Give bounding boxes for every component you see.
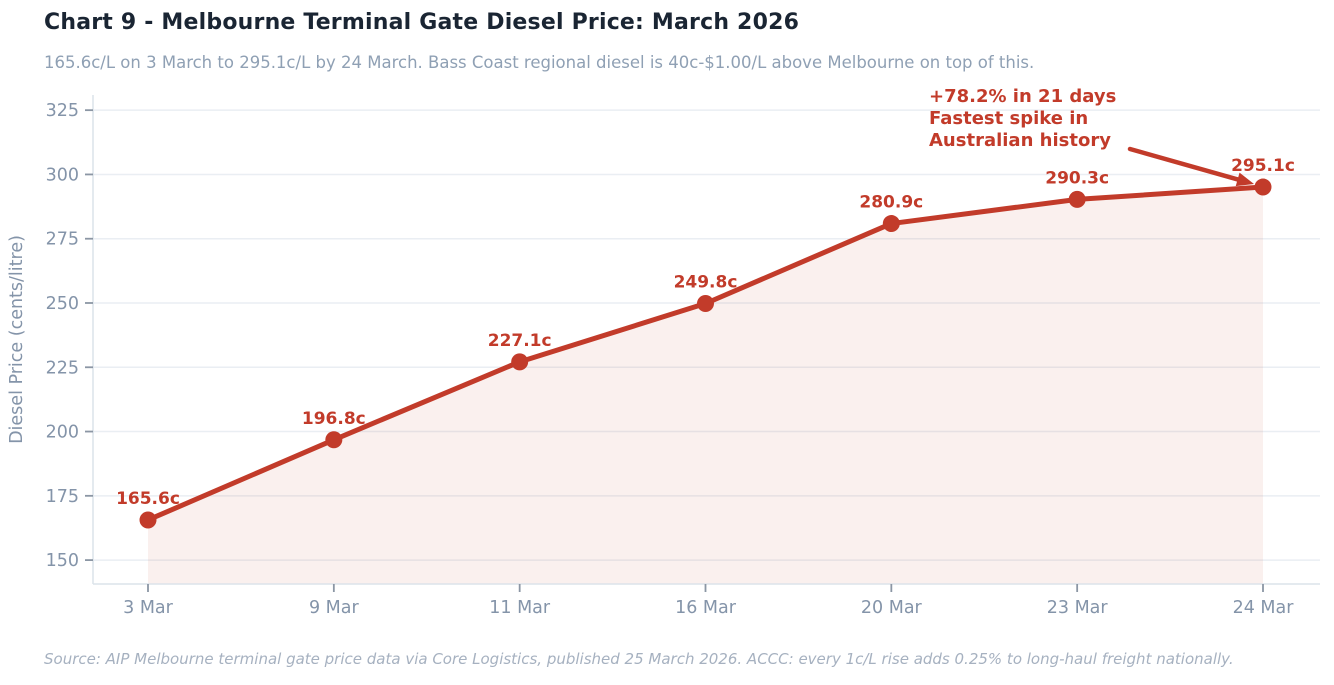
- spike-annotation: +78.2% in 21 days Fastest spike in Austr…: [929, 86, 1116, 152]
- source-note: Source: AIP Melbourne terminal gate pric…: [44, 650, 1234, 668]
- x-tick-label: 23 Mar: [1047, 598, 1109, 618]
- data-point: [325, 431, 343, 449]
- y-tick-label: 275: [46, 230, 79, 250]
- x-tick-label: 11 Mar: [489, 598, 551, 618]
- annotation-line-3: Australian history: [929, 130, 1111, 151]
- point-label: 227.1c: [488, 331, 552, 351]
- x-tick-label: 3 Mar: [123, 598, 174, 618]
- annotation-arrow-shaft: [1127, 146, 1240, 182]
- y-axis-title: Diesel Price (cents/litre): [7, 235, 27, 444]
- x-tick-label: 20 Mar: [861, 598, 923, 618]
- data-point: [1254, 178, 1272, 196]
- point-label: 290.3c: [1045, 168, 1109, 188]
- point-label: 196.8c: [302, 409, 366, 429]
- data-point: [139, 511, 157, 529]
- y-tick-label: 325: [46, 101, 79, 121]
- data-point: [697, 295, 714, 313]
- y-tick-label: 300: [46, 165, 79, 185]
- x-tick-label: 16 Mar: [675, 598, 737, 618]
- point-label: 249.8c: [674, 273, 738, 293]
- y-tick-label: 150: [46, 551, 79, 571]
- x-tick-label: 9 Mar: [309, 598, 360, 618]
- annotation-line-1: +78.2% in 21 days: [929, 86, 1117, 107]
- y-tick-label: 250: [46, 294, 79, 314]
- x-tick-label: 24 Mar: [1233, 598, 1295, 618]
- y-tick-label: 200: [46, 423, 79, 443]
- area-fill: [148, 187, 1263, 584]
- annotation-line-2: Fastest spike in: [929, 108, 1089, 129]
- point-label: 295.1c: [1231, 156, 1295, 176]
- chart-title: Chart 9 - Melbourne Terminal Gate Diesel…: [44, 10, 800, 35]
- y-tick-label: 175: [46, 487, 79, 507]
- data-point: [882, 215, 900, 233]
- annotation-arrow-head: [1235, 172, 1254, 187]
- data-point: [1068, 190, 1086, 208]
- data-point: [511, 353, 529, 371]
- point-label: 280.9c: [859, 193, 923, 213]
- point-label: 165.6c: [116, 489, 180, 509]
- chart-subtitle: 165.6c/L on 3 March to 295.1c/L by 24 Ma…: [44, 53, 1035, 72]
- y-tick-label: 225: [46, 358, 79, 378]
